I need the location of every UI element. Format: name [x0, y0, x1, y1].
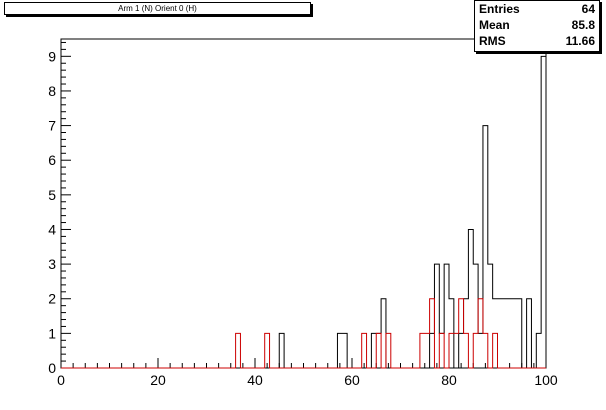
- histogram-bin: [483, 126, 488, 368]
- histogram-bin: [342, 333, 347, 368]
- stats-box: Entries 64 Mean 85.8 RMS 11.66: [474, 0, 600, 52]
- histogram-bin: [371, 333, 376, 368]
- histogram-bin: [434, 264, 439, 368]
- histogram-bin: [362, 333, 367, 368]
- histogram-bin: [265, 333, 270, 368]
- y-tick-label: 4: [48, 221, 56, 237]
- x-tick-label: 60: [344, 372, 360, 388]
- rms-value: 11.66: [565, 34, 595, 48]
- histogram-bin: [425, 333, 430, 368]
- histogram-bin: [454, 333, 459, 368]
- histogram-bin: [236, 333, 241, 368]
- stat-row-mean: Mean 85.8: [479, 18, 595, 34]
- histogram-bin: [337, 333, 342, 368]
- histogram-bin: [512, 299, 517, 368]
- y-tick-label: 7: [48, 118, 56, 134]
- y-tick-label: 1: [48, 325, 56, 341]
- rms-label: RMS: [479, 34, 506, 48]
- stat-row-entries: Entries 64: [479, 2, 595, 18]
- histogram-bin: [430, 299, 435, 368]
- y-tick-label: 0: [48, 360, 56, 376]
- histogram-bin: [493, 333, 498, 368]
- histogram-bin: [459, 299, 464, 368]
- histogram-bin: [444, 264, 449, 368]
- histogram-bin: [381, 299, 386, 368]
- histogram-bin: [517, 299, 522, 368]
- y-axis: 0 1 2 3 4 5 6 7 8 9: [48, 41, 71, 376]
- y-tick-label: 2: [48, 291, 56, 307]
- histogram-bin: [473, 333, 478, 368]
- entries-label: Entries: [479, 2, 520, 16]
- mean-value: 85.8: [571, 18, 595, 32]
- histogram-bin: [464, 333, 469, 368]
- histogram-bin: [536, 333, 541, 368]
- histogram-bin: [541, 56, 546, 368]
- series-layer: [61, 55, 547, 369]
- histogram-bin: [483, 333, 488, 368]
- histogram-bin: [449, 333, 454, 368]
- stat-row-rms: RMS 11.66: [479, 34, 595, 50]
- histogram-bin: [507, 299, 512, 368]
- y-tick-label: 6: [48, 152, 56, 168]
- histogram-bin: [376, 333, 381, 368]
- histogram-bin: [386, 333, 391, 368]
- histogram-bin: [498, 299, 503, 368]
- histogram-bin: [502, 299, 507, 368]
- histogram-bin: [527, 299, 532, 368]
- x-tick-label: 100: [534, 372, 558, 388]
- histogram-bin: [478, 299, 483, 368]
- x-tick-label: 20: [150, 372, 166, 388]
- y-tick-label: 3: [48, 256, 56, 272]
- histogram-bin: [488, 264, 493, 368]
- y-tick-label: 9: [48, 48, 56, 64]
- histogram-series-2: [61, 298, 546, 369]
- histogram-bin: [439, 333, 444, 368]
- y-tick-label: 8: [48, 83, 56, 99]
- histogram-bin: [468, 229, 473, 368]
- x-tick-label: 80: [441, 372, 457, 388]
- mean-label: Mean: [479, 18, 510, 32]
- histogram-bin: [279, 333, 284, 368]
- y-tick-label: 5: [48, 187, 56, 203]
- x-tick-label: 0: [57, 372, 65, 388]
- x-axis: 0 20 40 60 80 100: [57, 358, 558, 388]
- histogram-bin: [420, 333, 425, 368]
- x-tick-label: 40: [247, 372, 263, 388]
- entries-value: 64: [581, 2, 595, 16]
- histogram-title: Arm 1 (N) Orient 0 (H): [4, 2, 311, 15]
